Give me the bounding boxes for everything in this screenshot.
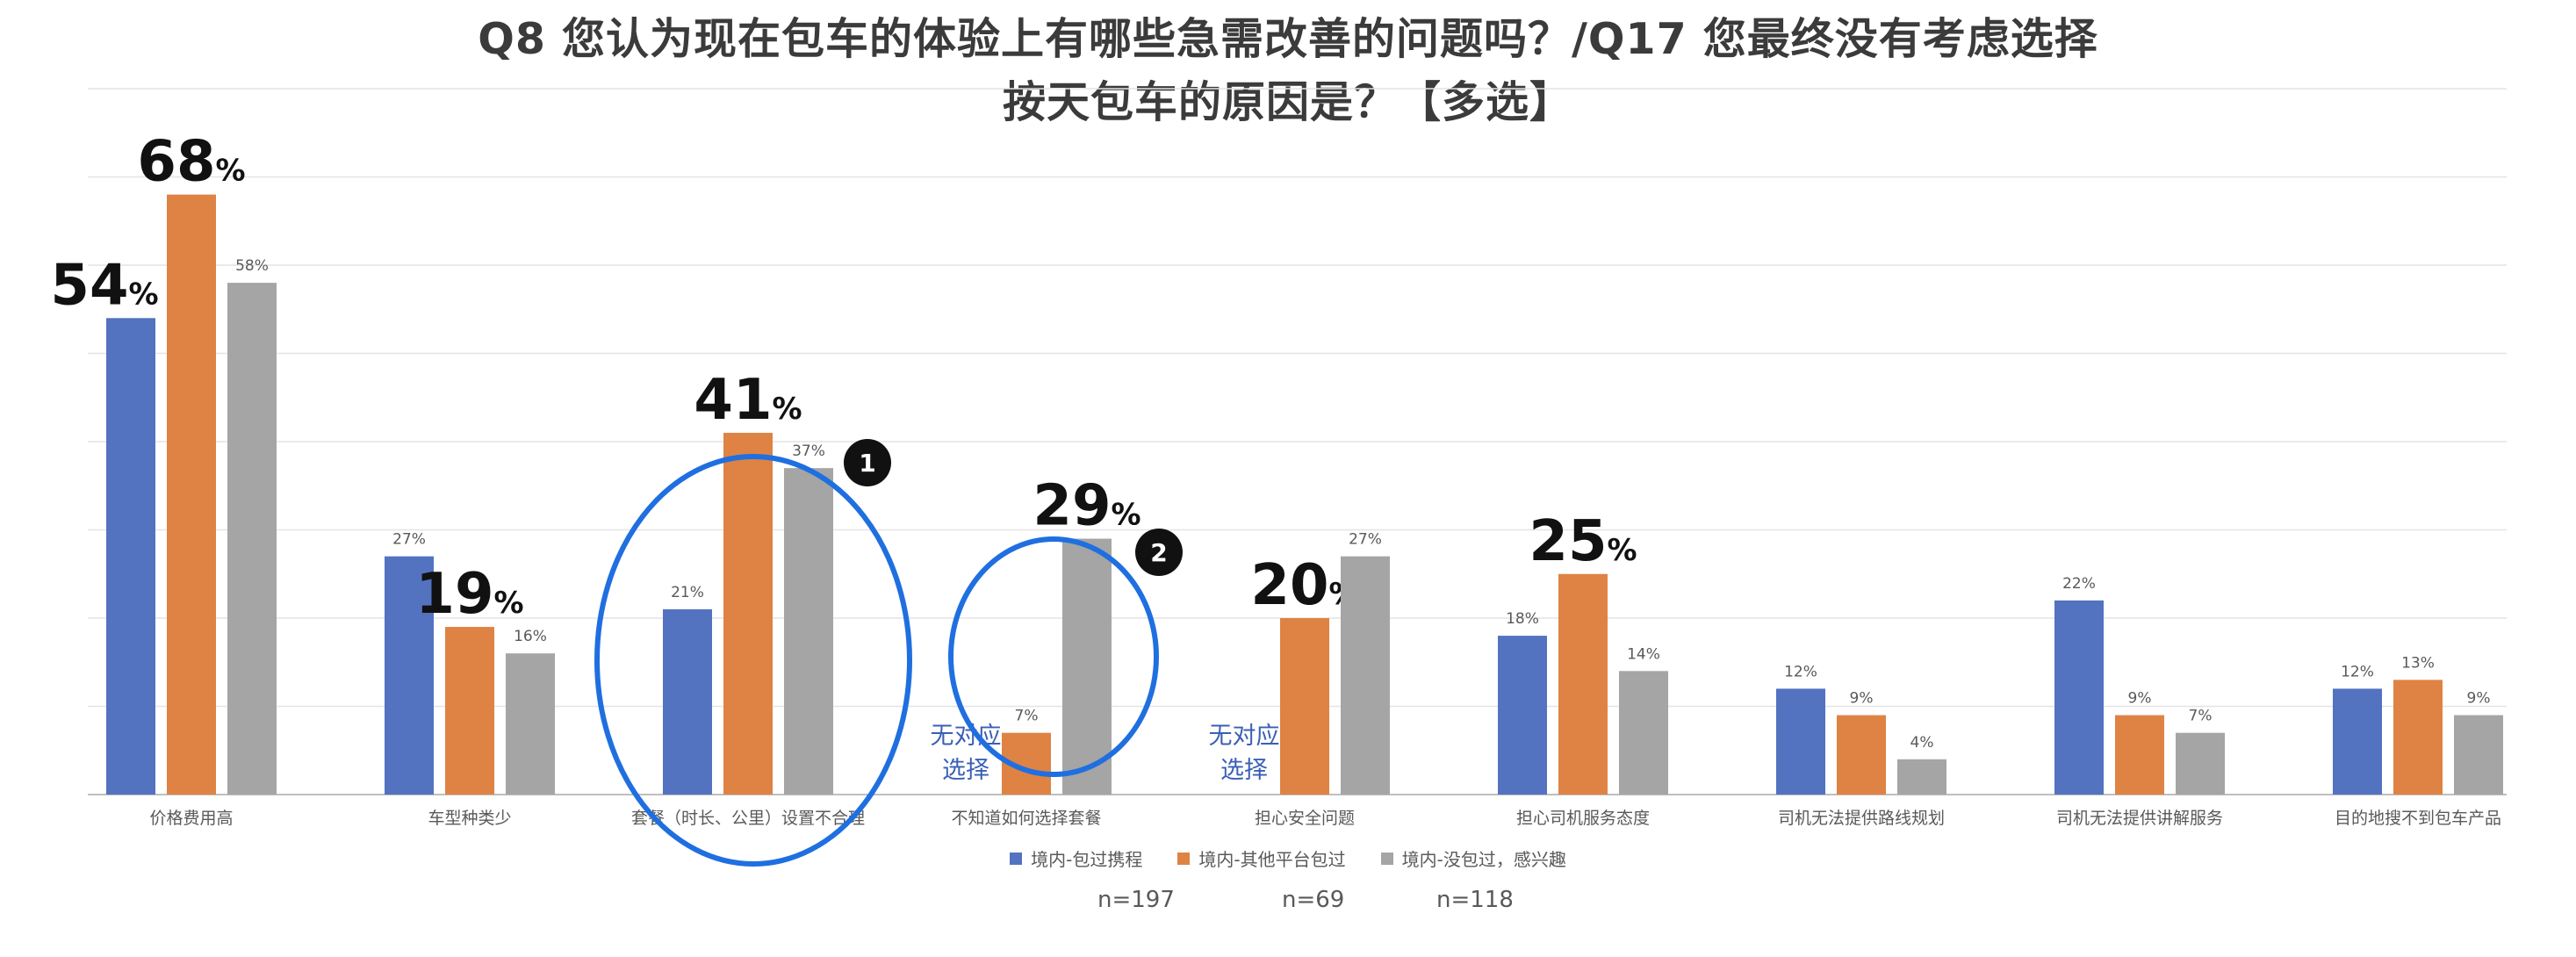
no-option-note-line1: 无对应 [931,723,1002,750]
legend-swatch-gray [1380,852,1393,865]
sample-size-3: n=118 [1436,887,1514,913]
bar-2-cat-5 [1280,618,1329,795]
category-label: 套餐（时长、公里）设置不合理 [631,809,865,828]
bar-2-cat-3 [723,432,773,795]
big-value-label: 41% [694,368,802,433]
bar-2-cat-6 [1558,573,1608,795]
bar-3-cat-2 [506,653,555,795]
chart-legend: 境内-包过携程 境内-其他平台包过 境内-没包过，感兴趣 [0,845,2576,871]
bar-1-cat-6 [1498,636,1547,795]
category-label: 担心司机服务态度 [1516,809,1650,828]
bar-3-cat-7 [1897,759,1946,795]
bar-1-cat-9 [2333,688,2382,795]
big-value-label: 68% [137,130,245,195]
value-label: 27% [392,531,426,549]
bar-2-cat-8 [2115,715,2164,795]
big-value-label: 19% [415,562,523,627]
badge-number-1: 1 [859,449,875,478]
value-label: 12% [1784,663,1817,680]
value-label: 14% [1627,645,1660,663]
value-label: 16% [514,628,547,645]
legend-item-3: 境内-没包过，感兴趣 [1380,845,1566,871]
bar-3-cat-3 [784,468,833,795]
legend-label: 境内-没包过，感兴趣 [1401,849,1566,870]
bar-1-cat-1 [106,318,155,795]
value-label: 7% [2189,708,2213,725]
value-label: 4% [1910,734,1934,752]
bar-2-cat-7 [1837,715,1886,795]
category-label: 担心安全问题 [1255,809,1355,828]
legend-item-1: 境内-包过携程 [1010,845,1142,871]
value-label: 37% [792,443,825,460]
bar-1-cat-8 [2054,600,2104,795]
category-label: 车型种类少 [428,809,511,828]
value-label: 9% [2467,690,2491,708]
bar-3-cat-9 [2454,715,2503,795]
chart-title-line-1: Q8 您认为现在包车的体验上有哪些急需改善的问题吗？/Q17 您最终没有考虑选择 [478,14,2098,64]
big-value-label: 25% [1529,509,1637,574]
category-label: 不知道如何选择套餐 [951,809,1101,828]
bar-1-cat-2 [385,556,434,795]
bar-1-cat-3 [663,608,712,795]
bar-3-cat-6 [1619,671,1668,795]
category-label: 司机无法提供讲解服务 [2056,809,2223,828]
chart-title-line-2: 按天包车的原因是？【多选】 [1002,77,1573,127]
big-value-label: 29% [1033,474,1140,539]
value-label: 22% [2062,575,2096,593]
value-label: 9% [2128,690,2152,708]
bar-2-cat-1 [167,194,216,795]
bar-3-cat-1 [227,283,277,795]
bar-2-cat-2 [445,627,494,795]
category-label: 目的地搜不到包车产品 [2335,809,2501,828]
value-label: 58% [235,257,269,275]
badge-2 [1135,529,1183,576]
legend-label: 境内-包过携程 [1031,849,1143,870]
big-value-label: 54% [50,253,158,318]
badge-1 [844,439,891,486]
category-label: 司机无法提供路线规划 [1778,809,1945,828]
sample-size-2: n=69 [1282,887,1345,913]
value-label: 18% [1506,610,1539,628]
category-label: 价格费用高 [149,809,233,828]
value-label: 21% [671,584,704,601]
value-label: 27% [1349,531,1382,549]
legend-item-2: 境内-其他平台包过 [1177,845,1346,871]
legend-swatch-orange [1177,852,1191,865]
value-label: 9% [1850,690,1874,708]
legend-swatch-blue [1010,852,1023,865]
bar-1-cat-7 [1776,688,1825,795]
no-option-note-line1: 无对应 [1209,723,1280,750]
no-option-note-line2: 选择 [942,757,989,784]
highlight-ellipse-1 [594,454,912,867]
value-label: 13% [2401,654,2435,672]
bar-3-cat-8 [2176,732,2225,795]
value-label: 12% [2341,663,2374,680]
highlight-ellipse-2 [948,536,1159,777]
bar-2-cat-9 [2393,680,2443,795]
legend-label: 境内-其他平台包过 [1198,849,1346,870]
bar-3-cat-5 [1341,556,1390,795]
bar-3-cat-4 [1062,538,1112,795]
sample-size-1: n=197 [1097,887,1175,913]
no-option-note-line2: 选择 [1220,757,1268,784]
value-label: 7% [1015,708,1039,725]
badge-number-2: 2 [1150,538,1167,567]
